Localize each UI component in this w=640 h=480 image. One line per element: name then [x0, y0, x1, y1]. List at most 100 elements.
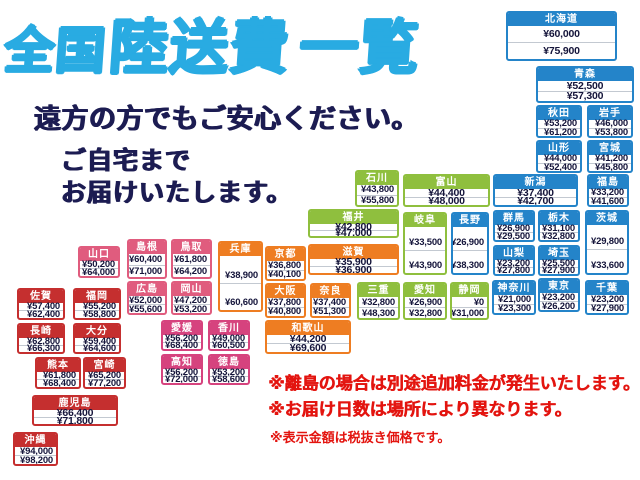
- prefecture-label: 京都: [267, 248, 304, 261]
- price-value: ¥48,000: [405, 195, 488, 205]
- prefecture-label: 福井: [310, 211, 397, 224]
- prefecture-label: 鳥取: [173, 241, 210, 254]
- price-value: ¥44,400: [428, 186, 465, 199]
- prefecture-box: 新潟 ¥37,400 ¥42,700: [493, 174, 578, 207]
- prefecture-label: 北海道: [508, 13, 615, 26]
- price-value: ¥29,800: [591, 235, 624, 247]
- price-value: ¥61,800: [43, 370, 76, 381]
- price-value: ¥43,800: [361, 184, 394, 196]
- price-value: ¥68,400: [163, 340, 201, 349]
- prefecture-box: 三重 ¥32,800 ¥48,300: [357, 282, 400, 320]
- prefecture-box: 宮城 ¥41,200 ¥45,800: [587, 140, 633, 173]
- prefecture-label: 高知: [163, 356, 201, 369]
- prefecture-box: 岐阜 ¥33,500 ¥43,900: [403, 212, 447, 275]
- prefecture-box: 栃木 ¥31,100 ¥32,800: [538, 210, 580, 242]
- price-value: ¥45,800: [589, 162, 631, 171]
- prefecture-box: 福井 ¥42,800 ¥47,000: [308, 209, 399, 238]
- page-title: 全国陸送費一覧: [2, 0, 423, 85]
- prefecture-box: 東京 ¥23,200 ¥26,200: [538, 278, 580, 312]
- prefecture-box: 高知 ¥56,200 ¥72,000: [161, 354, 203, 385]
- price-value: ¥94,000: [20, 445, 53, 457]
- prefecture-box: 熊本 ¥61,800 ¥68,400: [35, 357, 81, 389]
- note-remote-island-fee: ※離島の場合は別途追加料金が発生いたします。: [268, 374, 640, 393]
- price-value: ¥56,200: [165, 366, 198, 378]
- price-value: ¥26,900: [451, 236, 484, 248]
- prefecture-label: 長野: [453, 214, 487, 227]
- price-value: ¥53,200: [544, 118, 577, 130]
- note-tax-excluded: ※表示金額は税抜き価格です。: [270, 430, 451, 445]
- price-value: ¥61,200: [538, 127, 580, 136]
- price-value: ¥52,400: [538, 162, 580, 171]
- prefecture-label: 長崎: [19, 325, 63, 338]
- price-value: ¥40,100: [267, 269, 304, 279]
- prefecture-label: 茨城: [587, 212, 627, 225]
- price-value: ¥38,900: [225, 269, 258, 281]
- prefecture-box: 香川 ¥49,000 ¥60,500: [208, 320, 250, 351]
- prefecture-label: 兵庫: [220, 243, 261, 256]
- price-value: ¥29,500: [495, 231, 533, 240]
- price-value: ¥36,800: [268, 259, 301, 271]
- prefecture-box: 鳥取 ¥61,800 ¥64,200: [171, 239, 212, 279]
- price-value: ¥37,800: [268, 296, 301, 308]
- prefecture-label: 東京: [540, 280, 578, 293]
- prefecture-box: 佐賀 ¥57,400 ¥62,400: [17, 288, 65, 320]
- prefecture-label: 青森: [538, 68, 632, 81]
- price-value: ¥27,900: [540, 265, 578, 274]
- price-value: ¥33,500: [409, 236, 442, 248]
- price-value: ¥60,000: [543, 28, 580, 40]
- price-value: ¥43,900: [405, 249, 445, 274]
- price-value: ¥59,400: [83, 335, 116, 347]
- prefecture-label: 静岡: [452, 284, 487, 297]
- price-value: ¥62,800: [27, 335, 60, 347]
- prefecture-box: 青森 ¥52,500 ¥57,300: [536, 66, 634, 103]
- prefecture-box: 沖縄 ¥94,000 ¥98,200: [13, 432, 58, 466]
- price-value: ¥71,800: [34, 415, 116, 424]
- price-value: ¥57,400: [27, 301, 60, 312]
- prefecture-label: 和歌山: [267, 322, 349, 335]
- prefecture-label: 福岡: [75, 290, 119, 303]
- prefecture-label: 香川: [210, 322, 248, 335]
- prefecture-box: 大分 ¥59,400 ¥64,600: [73, 323, 121, 354]
- price-value: ¥26,200: [540, 301, 578, 310]
- price-value: ¥40,800: [267, 306, 304, 316]
- price-value: ¥65,200: [88, 370, 121, 381]
- prefecture-box: 宮崎 ¥65,200 ¥77,200: [83, 357, 126, 389]
- prefecture-label: 山梨: [495, 247, 533, 260]
- prefecture-label: 大阪: [267, 285, 304, 298]
- price-value: ¥37,400: [313, 296, 346, 308]
- prefecture-box: 奈良 ¥37,400 ¥51,300: [310, 283, 351, 318]
- price-value: ¥36,900: [310, 264, 397, 273]
- prefecture-label: 島根: [129, 241, 165, 254]
- price-value: ¥55,200: [83, 301, 116, 312]
- note-delivery-days: ※お届け日数は場所により異なります。: [268, 400, 572, 419]
- price-value: ¥68,400: [37, 378, 79, 387]
- price-value: ¥64,200: [173, 265, 210, 277]
- price-value: ¥33,600: [587, 248, 627, 274]
- prefecture-label: 三重: [359, 284, 398, 297]
- prefecture-label: 愛媛: [163, 322, 201, 335]
- price-value: ¥25,500: [542, 257, 575, 269]
- prefecture-box: 福島 ¥33,200 ¥41,600: [587, 174, 629, 207]
- prefecture-box: 兵庫 ¥38,900 ¥60,600: [218, 241, 263, 312]
- prefecture-box: 山口 ¥50,200 ¥64,000: [78, 246, 120, 278]
- prefecture-label: 広島: [129, 283, 165, 296]
- price-value: ¥75,900: [508, 42, 615, 59]
- prefecture-box: 滋賀 ¥35,900 ¥36,900: [308, 244, 399, 275]
- prefecture-box: 岡山 ¥47,200 ¥53,200: [171, 281, 212, 315]
- prefecture-label: 神奈川: [494, 282, 534, 295]
- prefecture-box: 京都 ¥36,800 ¥40,100: [265, 246, 306, 281]
- prefecture-label: 鹿児島: [34, 397, 116, 410]
- prefecture-box: 長崎 ¥62,800 ¥66,300: [17, 323, 65, 354]
- prefecture-label: 奈良: [312, 285, 349, 298]
- price-value: ¥41,200: [595, 153, 628, 165]
- prefecture-box: 島根 ¥60,400 ¥71,000: [127, 239, 167, 279]
- price-value: ¥32,800: [362, 296, 395, 308]
- prefecture-box: 鹿児島 ¥66,400 ¥71,800: [32, 395, 118, 426]
- price-value: ¥33,200: [591, 187, 624, 199]
- prefecture-label: 岐阜: [405, 214, 445, 227]
- price-value: ¥46,000: [595, 118, 628, 130]
- price-value: ¥44,200: [289, 333, 327, 345]
- price-value: ¥55,600: [129, 304, 165, 313]
- prefecture-box: 神奈川 ¥21,000 ¥23,300: [492, 280, 536, 315]
